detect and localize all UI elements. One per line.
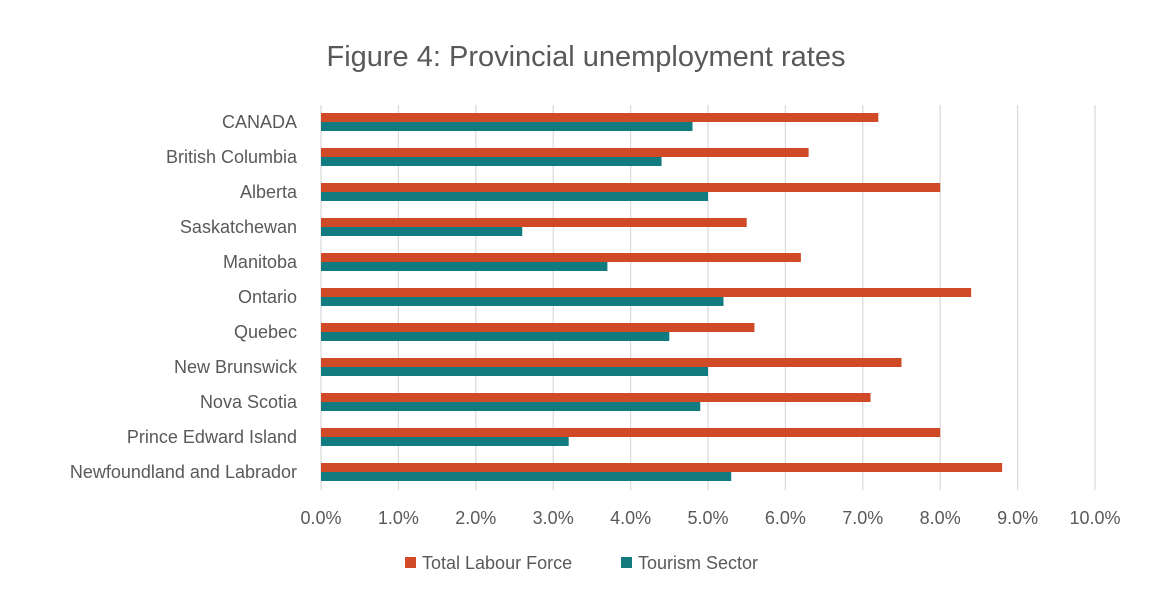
category-label: Prince Edward Island [127,427,297,447]
bar-total-labour-force [321,113,879,122]
x-axis-tick-labels: 0.0% 1.0% 2.0% 3.0% 4.0% 5.0% 6.0% 7.0% 8.0% 9.0%… [300,508,1120,528]
category-label: Manitoba [223,252,298,272]
x-tick-label: 9.0% [997,508,1038,528]
x-tick-label: 3.0% [533,508,574,528]
category-labels: CANADA British Columbia Alberta Saskatchewa… [70,112,298,482]
category-label: Saskatchewan [180,217,297,237]
bar-tourism-sector [321,332,670,341]
legend: Total Labour Force Tourism Sector [405,553,758,573]
bar-tourism-sector [321,472,732,481]
x-tick-label: 0.0% [300,508,341,528]
x-tick-label: 6.0% [765,508,806,528]
category-label: CANADA [222,112,297,132]
legend-label: Total Labour Force [422,553,572,573]
x-tick-label: 2.0% [455,508,496,528]
category-label: British Columbia [166,147,298,167]
x-tick-label: 1.0% [378,508,419,528]
bar-tourism-sector [321,402,701,411]
legend-label: Tourism Sector [638,553,758,573]
category-label: Ontario [238,287,297,307]
bar-total-labour-force [321,393,871,402]
category-label: Nova Scotia [200,392,298,412]
x-tick-label: 4.0% [610,508,651,528]
bar-total-labour-force [321,428,941,437]
bar-total-labour-force [321,323,755,332]
bar-total-labour-force [321,183,941,192]
category-label: New Brunswick [174,357,298,377]
legend-swatch [621,557,632,568]
x-tick-label: 8.0% [920,508,961,528]
x-tick-label: 10.0% [1069,508,1120,528]
legend-swatch [405,557,416,568]
bar-tourism-sector [321,192,708,201]
bar-total-labour-force [321,253,801,262]
bar-tourism-sector [321,367,708,376]
category-label: Alberta [240,182,298,202]
bar-total-labour-force [321,288,972,297]
bar-tourism-sector [321,297,724,306]
x-tick-label: 7.0% [842,508,883,528]
chart-title: Figure 4: Provincial unemployment rates [326,41,845,73]
bar-total-labour-force [321,463,1003,472]
bar-tourism-sector [321,262,608,271]
bars [321,113,1003,481]
category-label: Quebec [234,322,297,342]
bar-total-labour-force [321,218,747,227]
bar-total-labour-force [321,148,809,157]
category-label: Newfoundland and Labrador [70,462,297,482]
bar-tourism-sector [321,437,569,446]
bar-tourism-sector [321,227,523,236]
x-tick-label: 5.0% [687,508,728,528]
bar-tourism-sector [321,157,662,166]
bar-tourism-sector [321,122,693,131]
bar-total-labour-force [321,358,902,367]
